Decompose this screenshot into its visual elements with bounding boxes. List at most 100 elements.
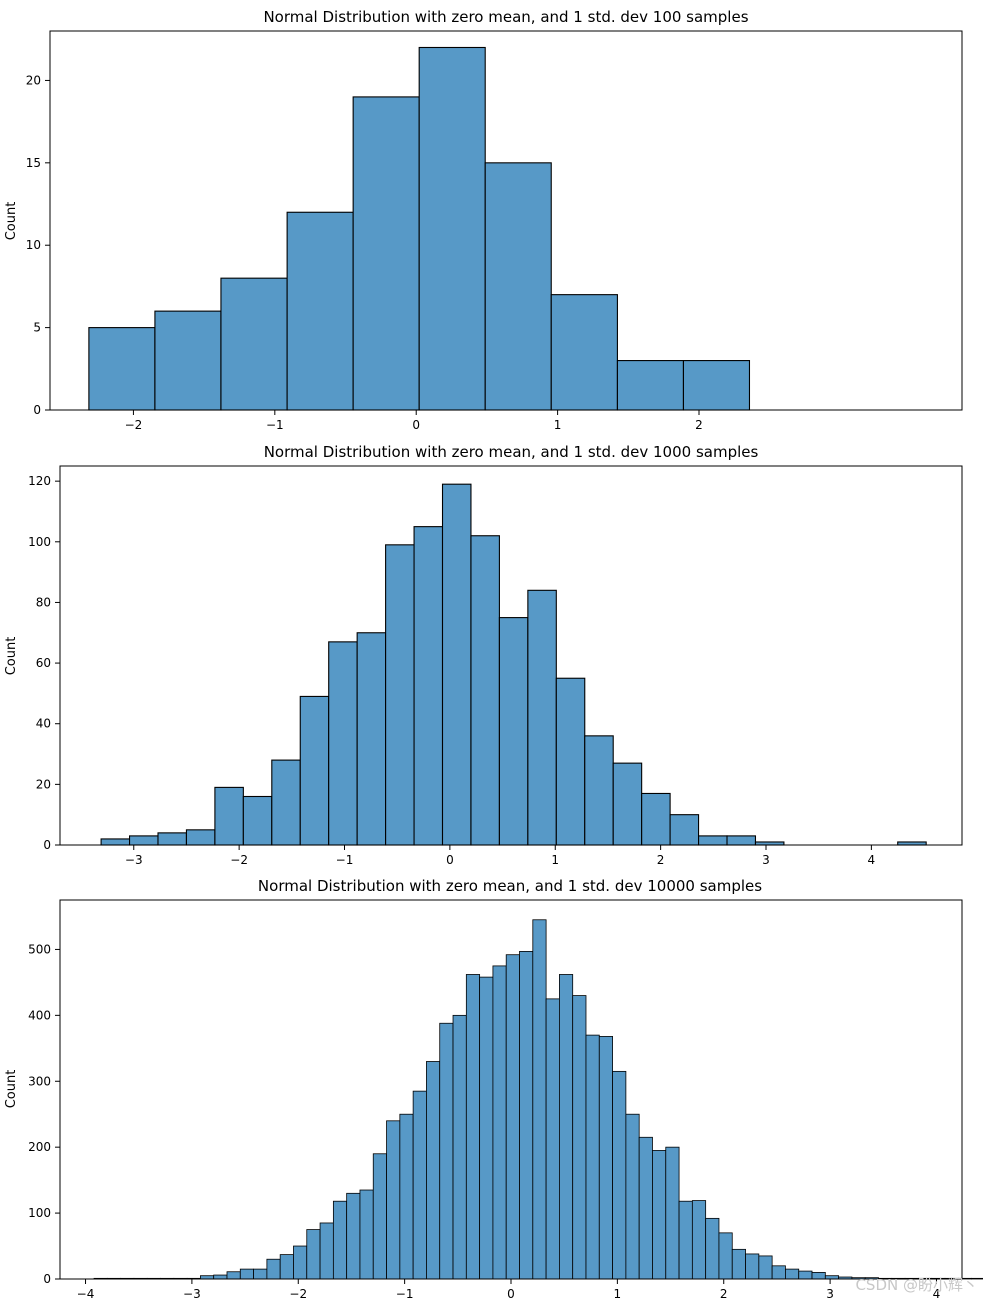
histogram-bar (745, 1253, 760, 1280)
histogram-bar (492, 965, 507, 1280)
histogram-bar (612, 1070, 627, 1280)
histogram-bar (470, 535, 500, 846)
histogram-bar (678, 1200, 693, 1280)
histogram-bar (328, 641, 358, 846)
histogram-bar (286, 211, 354, 411)
histogram-bar (299, 695, 330, 846)
x-tick-label: 1 (551, 853, 559, 867)
histogram-bar (439, 1022, 454, 1280)
y-axis-label: Count (4, 637, 19, 676)
histogram-bar (359, 1189, 374, 1280)
histogram-bar (572, 995, 587, 1280)
y-tick-label: 200 (28, 1140, 51, 1154)
histogram-bar (413, 526, 444, 846)
histogram-bar (731, 1248, 746, 1280)
x-tick-label: 1 (554, 418, 562, 432)
y-tick-label: 20 (26, 73, 41, 87)
histogram-bar (279, 1254, 294, 1280)
x-tick-label: −3 (183, 1287, 201, 1301)
y-tick-label: 500 (28, 942, 51, 956)
histogram-bar (306, 1229, 321, 1280)
x-tick-label: 4 (933, 1287, 941, 1301)
histogram-bar (726, 835, 757, 846)
histogram-bar (682, 360, 751, 411)
y-tick-label: 400 (28, 1008, 51, 1022)
x-tick-label: −4 (77, 1287, 95, 1301)
histogram-bar (157, 832, 188, 846)
x-tick-label: −3 (125, 853, 143, 867)
chart-title: Normal Distribution with zero mean, and … (263, 8, 748, 26)
x-tick-label: 0 (412, 418, 420, 432)
histogram-bar (185, 829, 216, 846)
histogram-bar (129, 835, 159, 846)
histogram-bar (718, 1232, 733, 1280)
y-tick-label: 5 (33, 321, 41, 335)
histogram-bar (266, 1258, 281, 1280)
x-tick-label: 0 (446, 853, 454, 867)
y-tick-label: 100 (28, 1206, 51, 1220)
y-tick-label: 20 (36, 777, 51, 791)
histogram-bar (519, 951, 534, 1280)
histogram-bar (356, 632, 387, 846)
histogram-bar (616, 360, 684, 411)
histogram-bar (785, 1268, 800, 1280)
x-tick-label: 2 (657, 853, 665, 867)
histogram-bar (385, 544, 415, 846)
histogram-bar (585, 1034, 600, 1280)
histogram-bar (214, 786, 244, 846)
histogram-bar (352, 96, 420, 411)
histogram-panel-100-samples: Normal Distribution with zero mean, and … (4, 8, 963, 432)
histogram-bar (399, 1113, 414, 1280)
histogram-bar (239, 1268, 254, 1280)
x-tick-label: 3 (762, 853, 770, 867)
bar-group (93, 919, 983, 1280)
histogram-bar (418, 46, 486, 411)
histogram-bar (758, 1255, 773, 1280)
histogram-bar (479, 976, 494, 1280)
histogram-bar (555, 677, 586, 846)
histogram-bar (811, 1272, 826, 1280)
histogram-bar (669, 814, 700, 846)
y-tick-label: 60 (36, 656, 51, 670)
histogram-bar (698, 835, 728, 846)
histogram-bar (319, 1222, 334, 1280)
histogram-bar (271, 759, 301, 846)
x-tick-label: −2 (289, 1287, 307, 1301)
histogram-bar (213, 1274, 228, 1280)
histogram-bar (638, 1136, 653, 1280)
histogram-bar (100, 838, 131, 846)
histogram-bar (465, 974, 481, 1280)
watermark-text: CSDN @盼小辉丶 (855, 1276, 978, 1294)
histogram-bar (386, 1120, 401, 1280)
histogram-bar (641, 792, 671, 846)
y-tick-label: 0 (33, 403, 41, 417)
y-tick-label: 100 (28, 535, 51, 549)
y-axis-label: Count (4, 202, 19, 241)
x-tick-label: 3 (826, 1287, 834, 1301)
chart-title: Normal Distribution with zero mean, and … (258, 877, 762, 895)
histogram-bar (971, 1277, 983, 1280)
histogram-bar (505, 954, 520, 1280)
plot-frame (59, 465, 963, 846)
histogram-bar (771, 1265, 786, 1280)
histogram-bar (584, 735, 614, 846)
histogram-bar (426, 1061, 441, 1280)
histogram-bar (545, 998, 560, 1280)
y-tick-label: 80 (36, 595, 51, 609)
x-tick-label: −1 (336, 853, 354, 867)
histogram-bar (625, 1113, 640, 1280)
chart-title: Normal Distribution with zero mean, and … (264, 443, 759, 461)
histogram-bar (412, 1090, 427, 1280)
bar-group (100, 483, 927, 846)
bar-group (88, 46, 751, 411)
histogram-panel-10000-samples: Normal Distribution with zero mean, and … (4, 877, 983, 1301)
histogram-bar (527, 589, 557, 846)
histogram-bar (705, 1217, 720, 1280)
histogram-bar (346, 1192, 361, 1280)
histogram-bar (372, 1153, 387, 1280)
histogram-bar (88, 327, 156, 411)
histogram-bar (550, 294, 618, 411)
